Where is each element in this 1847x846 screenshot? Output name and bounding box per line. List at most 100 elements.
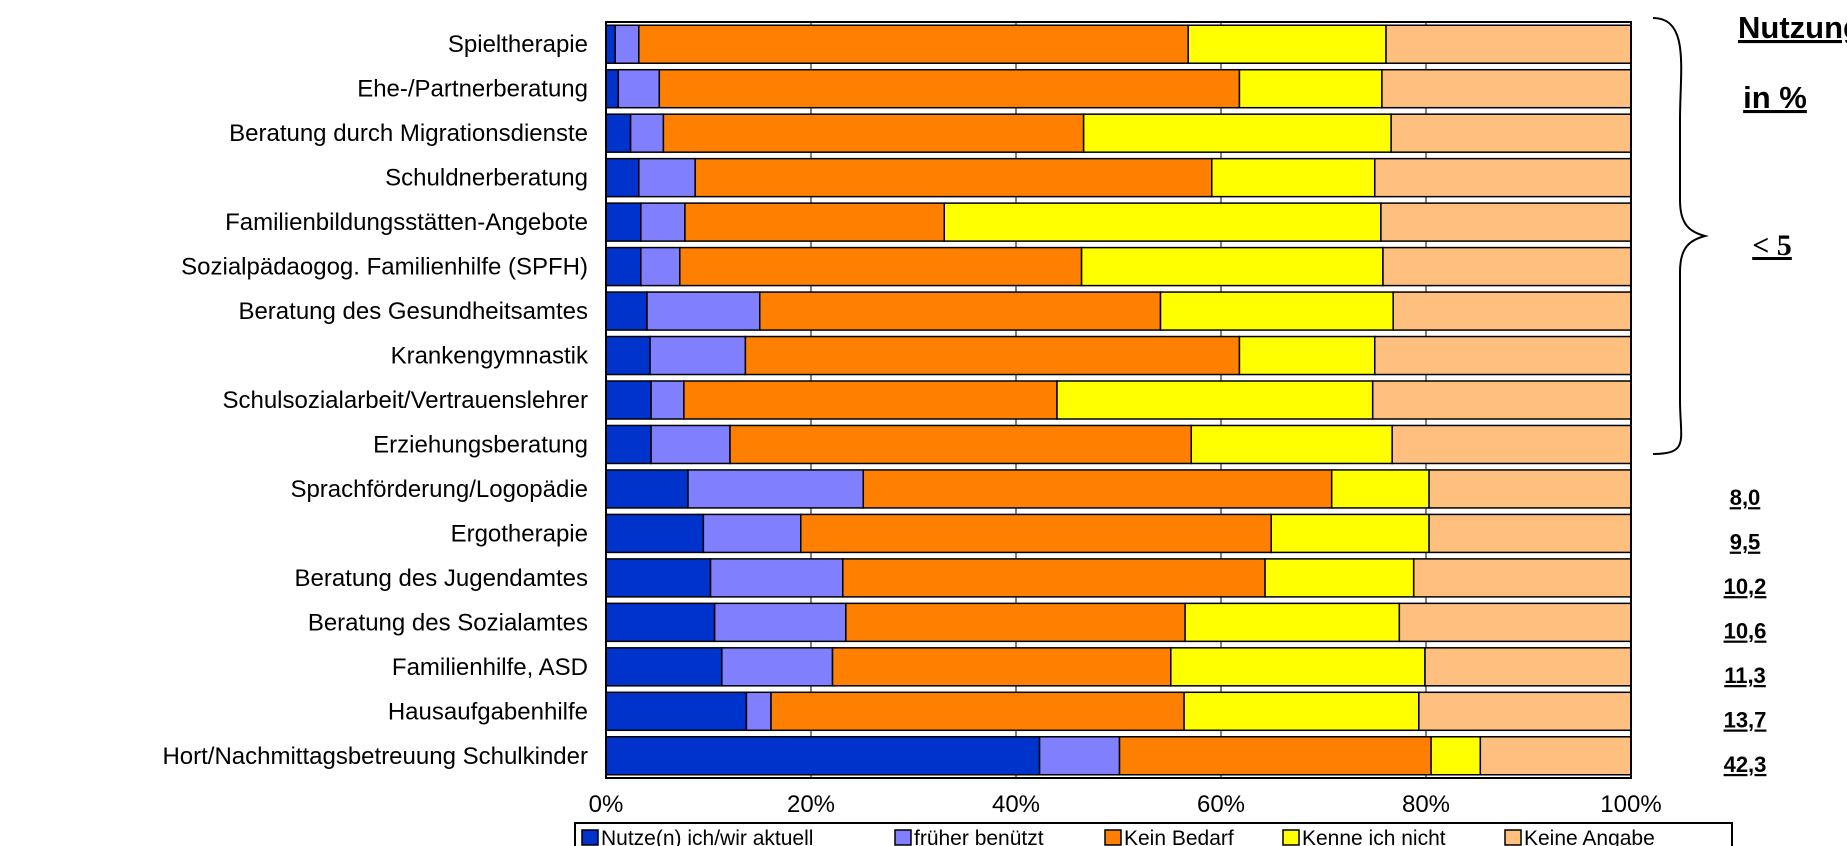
bar-segment [1428,513,1632,554]
legend-label: Keine Angabe [1524,827,1655,846]
category-label: Sprachförderung/Logopädie [290,476,588,503]
bar-segment [1264,558,1415,598]
bar-segment [605,335,651,376]
bar-segment [605,736,1041,776]
category-label: Hausaufgabenhilfe [388,698,588,725]
category-labels: Spieltherapie Ehe-/Partnerberatung Beratun… [162,31,589,770]
category-label: Beratung durch Migrationsdienste [229,120,588,147]
bar-segment [1391,424,1632,465]
legend: Nutze(n) ich/wir aktuell früher benützt Ke… [574,822,1733,846]
bar-segment [1390,113,1632,153]
bar-segment [1082,113,1392,153]
bar-segment [605,113,632,153]
bar-segment [605,291,648,331]
bar-segment [1374,157,1632,198]
bar-segment [744,335,1241,376]
bar-segment [702,513,802,554]
bracket-note: < 5 [1752,229,1792,262]
bar-segment [1330,469,1430,509]
category-label: Hort/Nachmittagsbetreuung Schulkinder [162,743,588,770]
bar-segment [1190,424,1393,465]
bar-segment [1382,246,1632,287]
bar-segment [729,424,1193,465]
bar-segment [1424,647,1632,687]
usage-value: 9,5 [1730,530,1761,555]
bar-segment [640,202,686,242]
bar-segment [662,113,1085,153]
bars [605,24,1632,776]
category-label: Krankengymnastik [391,343,589,370]
bar-segment [629,113,665,153]
bar-segment [650,380,685,420]
bar-segment [679,246,1083,287]
bar-segment [1170,647,1426,687]
bar-segment [842,558,1266,598]
legend-label: früher benützt [914,827,1044,846]
bar-segment [1479,736,1632,776]
legend-swatch [1282,829,1300,846]
usage-value: 11,3 [1724,663,1766,688]
category-label: Beratung des Sozialamtes [308,609,588,636]
category-label: Erziehungsberatung [373,431,588,458]
bar-segment [1187,24,1387,64]
bar-segment [713,602,847,643]
bar-segment [1428,469,1632,509]
bar-segment [1381,68,1632,109]
plot-frame [605,21,1632,779]
bar-segment [617,68,661,109]
category-label: Familienhilfe, ASD [392,654,588,681]
usage-title-line1: Nutzung [1738,10,1847,45]
usage-value: 13,7 [1724,708,1767,733]
usage-value: 10,6 [1724,619,1767,644]
legend-label: Kein Bedarf [1124,827,1234,846]
usage-value: 8,0 [1730,485,1761,510]
bar-segment [605,68,620,109]
bar-segment [684,202,945,242]
bar-segment [605,202,642,242]
usage-value: 42,3 [1724,752,1767,777]
bar-segment [831,647,1172,687]
bar-segment [649,335,747,376]
bar-segment [638,157,696,198]
bar-segment [1183,691,1420,732]
bar-segment [1385,24,1632,64]
x-tick-label: 80% [1402,791,1450,818]
curly-brace [1652,17,1709,455]
bar-segment [1211,157,1376,198]
bar-segment [614,24,640,64]
bar-segment [1238,68,1383,109]
bar-segment [646,291,761,331]
bar-segment [862,469,1333,509]
bar-segment [605,424,652,465]
bar-segment [605,246,642,287]
bar-segment [721,647,834,687]
bar-segment [800,513,1272,554]
bar-segment [770,691,1185,732]
bar-segment [650,424,731,465]
legend-swatch [894,829,912,846]
bar-segment [1184,602,1401,643]
category-label: Schuldnerberatung [385,165,588,192]
bar-segment [745,691,772,732]
bar-segment [638,24,1189,64]
x-tick-label: 40% [992,791,1040,818]
bar-segment [605,380,652,420]
bar-segment [687,469,865,509]
bar-segment [605,647,723,687]
bar-segment [605,513,705,554]
usage-title-line2: in % [1743,80,1807,115]
usage-value: 10,2 [1724,574,1767,599]
bar-segment [1392,291,1632,331]
legend-swatch [581,829,599,846]
category-label: Sozialpädaogog. Familienhilfe (SPFH) [181,254,588,281]
bar-segment [640,246,681,287]
category-label: Beratung des Gesundheitsamtes [238,298,588,325]
category-label: Ehe-/Partnerberatung [357,76,588,103]
bar-segment [1398,602,1632,643]
bar-segment [1418,691,1632,732]
bar-segment [1038,736,1121,776]
category-label: Spieltherapie [448,31,588,58]
bar-segment [683,380,1058,420]
bar-segment [605,157,640,198]
